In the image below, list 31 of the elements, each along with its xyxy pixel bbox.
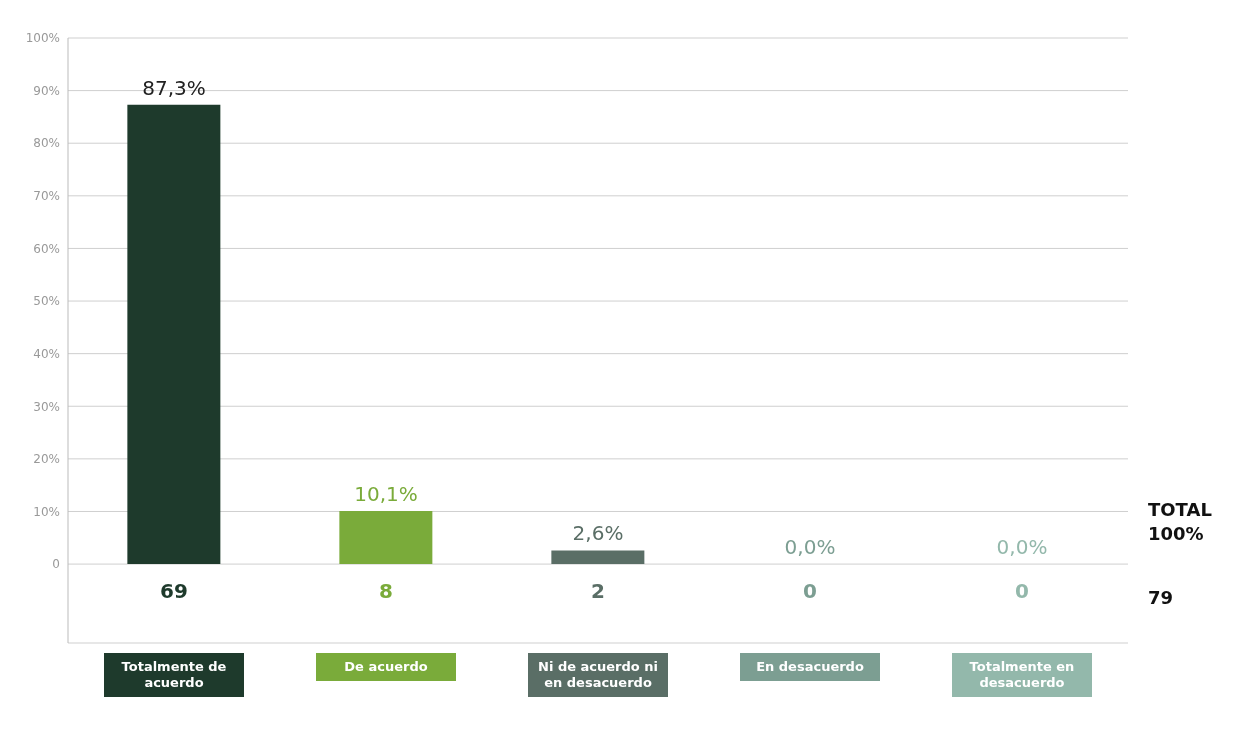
annotation: 0 (803, 579, 817, 604)
y-tick-label: 90% (33, 83, 60, 98)
data-label: 0,0% (996, 535, 1048, 560)
y-tick-label: 100% (25, 31, 60, 46)
y-tick-label: 40% (33, 346, 60, 361)
text: 79 (1148, 586, 1175, 610)
y-tick-label: 20% (33, 452, 60, 467)
y-tick-label: 50% (33, 294, 60, 309)
y-tick-label: 30% (33, 399, 60, 414)
x-tick-label: Ni de acuerdo ni en desacuerdo (528, 653, 668, 697)
y-tick-label: 60% (33, 241, 60, 256)
bar (551, 550, 645, 565)
y-tick-label: 0 (52, 557, 60, 572)
y-tick-label: 10% (33, 504, 60, 519)
x-tick-label: Totalmente de acuerdo (104, 653, 244, 697)
annotation: 69 (160, 579, 188, 604)
data-label: 0,0% (784, 535, 836, 560)
data-label: 10,1% (354, 481, 418, 506)
annotation: 0 (1015, 579, 1029, 604)
data-label: 87,3% (142, 75, 206, 100)
x-tick-label: Totalmente en desacuerdo (952, 653, 1092, 697)
y-tick-label: 80% (33, 136, 60, 151)
data-label: 2,6% (572, 521, 624, 546)
annotation: 8 (379, 579, 393, 604)
annotation: 2 (591, 579, 605, 604)
text: TOTAL 100% (1148, 498, 1213, 546)
bar (127, 104, 221, 565)
x-tick-label: En desacuerdo (740, 653, 880, 681)
y-tick-label: 70% (33, 189, 60, 204)
bar (339, 510, 433, 565)
x-tick-label: De acuerdo (316, 653, 456, 681)
